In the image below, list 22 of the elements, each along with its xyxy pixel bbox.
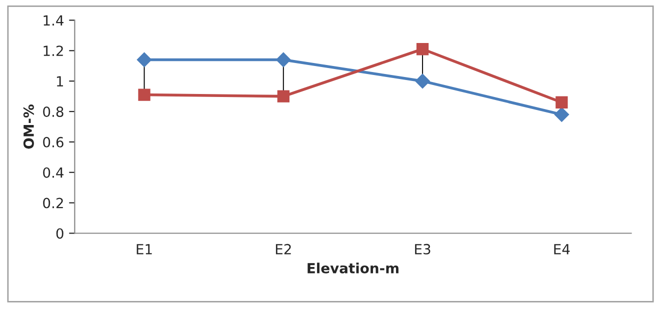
y-tick-label: 0.2 (43, 198, 63, 208)
y-tick-label: 0.4 (43, 167, 64, 178)
y-tick-label: 1.2 (44, 46, 63, 56)
point (138, 88, 150, 101)
point (136, 52, 152, 68)
point (416, 43, 429, 56)
x-tick-label: E3 (415, 244, 430, 254)
point (276, 52, 291, 68)
point (277, 90, 290, 102)
x-tick-label: E4 (554, 244, 570, 254)
y-tick-label: 0.6 (43, 136, 64, 148)
point (415, 74, 430, 88)
y-axis-title: OM-% (23, 104, 34, 149)
y-tick-label: 1 (56, 76, 63, 86)
x-axis-title: Elevation-m (308, 262, 398, 274)
point (556, 96, 568, 108)
point (554, 107, 570, 122)
y-tick-label: 0.8 (43, 106, 64, 117)
y-tick-label: 1.4 (44, 15, 64, 26)
x-tick-label: E2 (276, 244, 291, 254)
x-tick-label: E1 (136, 244, 152, 254)
y-tick-label: 0 (56, 228, 64, 239)
